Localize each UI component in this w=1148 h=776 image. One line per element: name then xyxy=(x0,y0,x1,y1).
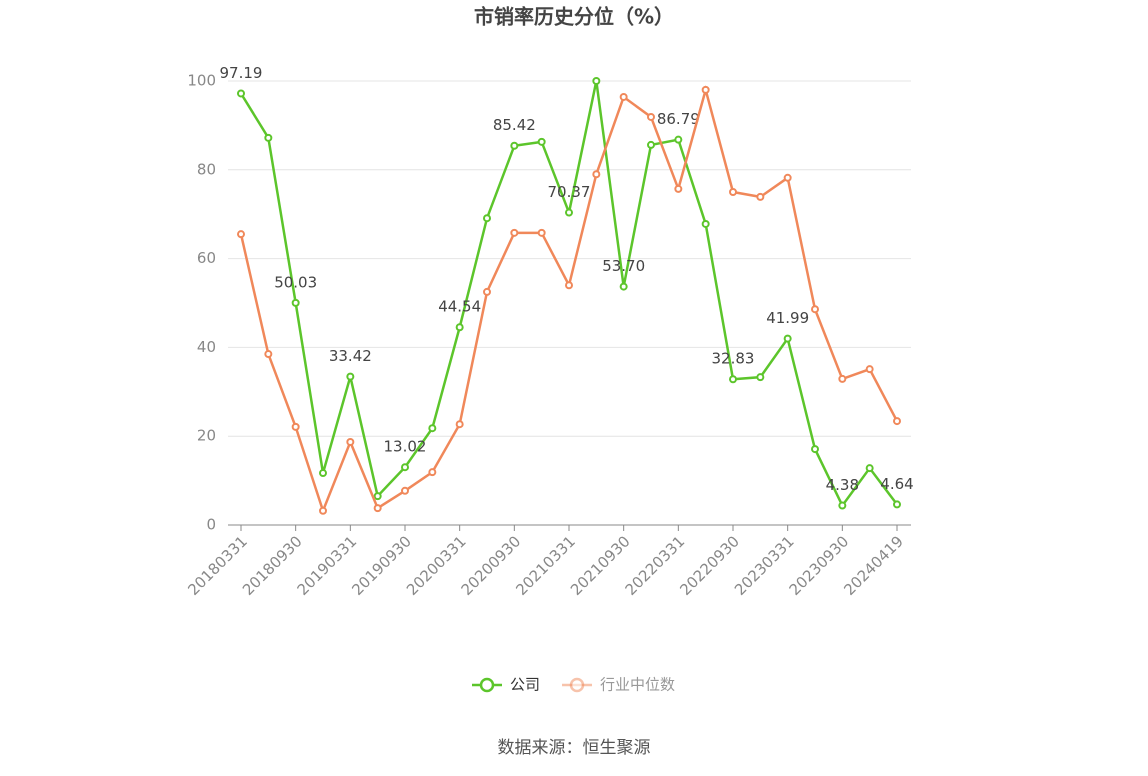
point xyxy=(619,92,628,101)
point xyxy=(455,323,464,332)
point xyxy=(893,500,901,509)
data-label: 13.02 xyxy=(384,438,427,456)
point xyxy=(346,372,355,381)
point xyxy=(455,420,464,429)
point xyxy=(428,468,437,477)
point xyxy=(483,214,491,223)
point xyxy=(237,89,245,98)
y-tick-label: 60 xyxy=(197,249,216,267)
point xyxy=(510,228,519,237)
point xyxy=(592,170,601,179)
point xyxy=(592,77,601,85)
point xyxy=(319,506,327,515)
point xyxy=(783,334,792,343)
data-label: 4.64 xyxy=(880,475,913,493)
chart-title: 市销率历史分位（%） xyxy=(474,5,674,29)
point xyxy=(701,219,710,228)
point xyxy=(838,501,847,510)
point xyxy=(373,492,382,501)
point xyxy=(565,208,573,217)
y-tick-label: 20 xyxy=(197,427,216,445)
series-line xyxy=(239,85,899,515)
data-label: 32.83 xyxy=(712,350,755,368)
point xyxy=(428,424,437,433)
legend-label: 公司 xyxy=(510,676,540,694)
point xyxy=(783,173,792,182)
data-label: 85.42 xyxy=(493,116,536,134)
data-label: 70.37 xyxy=(548,183,591,201)
data-label: 4.38 xyxy=(826,476,859,494)
series-line xyxy=(239,80,898,508)
point xyxy=(674,184,683,193)
data-label: 86.79 xyxy=(657,110,700,128)
point xyxy=(346,437,355,446)
legend-marker xyxy=(569,677,585,693)
point xyxy=(264,133,273,142)
point xyxy=(893,417,901,426)
data-label: 50.03 xyxy=(274,273,317,291)
data-label: 53.70 xyxy=(602,257,645,275)
point xyxy=(401,463,409,472)
point xyxy=(865,464,874,473)
point xyxy=(510,141,519,150)
legend-marker xyxy=(479,677,495,693)
point xyxy=(291,298,300,307)
point xyxy=(537,137,546,146)
point xyxy=(811,445,819,454)
x-tick-label: 20240419 xyxy=(840,532,907,599)
y-tick-label: 100 xyxy=(187,72,216,90)
y-tick-label: 0 xyxy=(206,516,216,534)
legend-label: 行业中位数 xyxy=(600,676,675,694)
source: 数据来源：恒生聚源 xyxy=(498,738,651,758)
point xyxy=(729,188,737,196)
point xyxy=(291,422,300,431)
data-label: 44.54 xyxy=(438,298,481,316)
point xyxy=(264,350,273,359)
point xyxy=(537,228,546,237)
point xyxy=(483,287,491,296)
point xyxy=(565,281,573,290)
point xyxy=(373,504,382,513)
point xyxy=(237,230,245,239)
point xyxy=(729,375,737,384)
data-label: 41.99 xyxy=(766,309,809,327)
point xyxy=(619,282,628,291)
point xyxy=(838,374,847,383)
point xyxy=(756,373,765,382)
point xyxy=(865,365,874,374)
point xyxy=(811,305,819,314)
y-tick-label: 40 xyxy=(197,338,216,356)
y-tick-label: 80 xyxy=(197,160,216,178)
point xyxy=(647,112,655,121)
point xyxy=(674,135,683,144)
data-label: 33.42 xyxy=(329,347,372,365)
point xyxy=(701,85,710,94)
point xyxy=(401,486,409,495)
point xyxy=(647,140,655,149)
data-label: 97.19 xyxy=(220,64,263,82)
point xyxy=(756,192,765,201)
point xyxy=(319,469,327,478)
